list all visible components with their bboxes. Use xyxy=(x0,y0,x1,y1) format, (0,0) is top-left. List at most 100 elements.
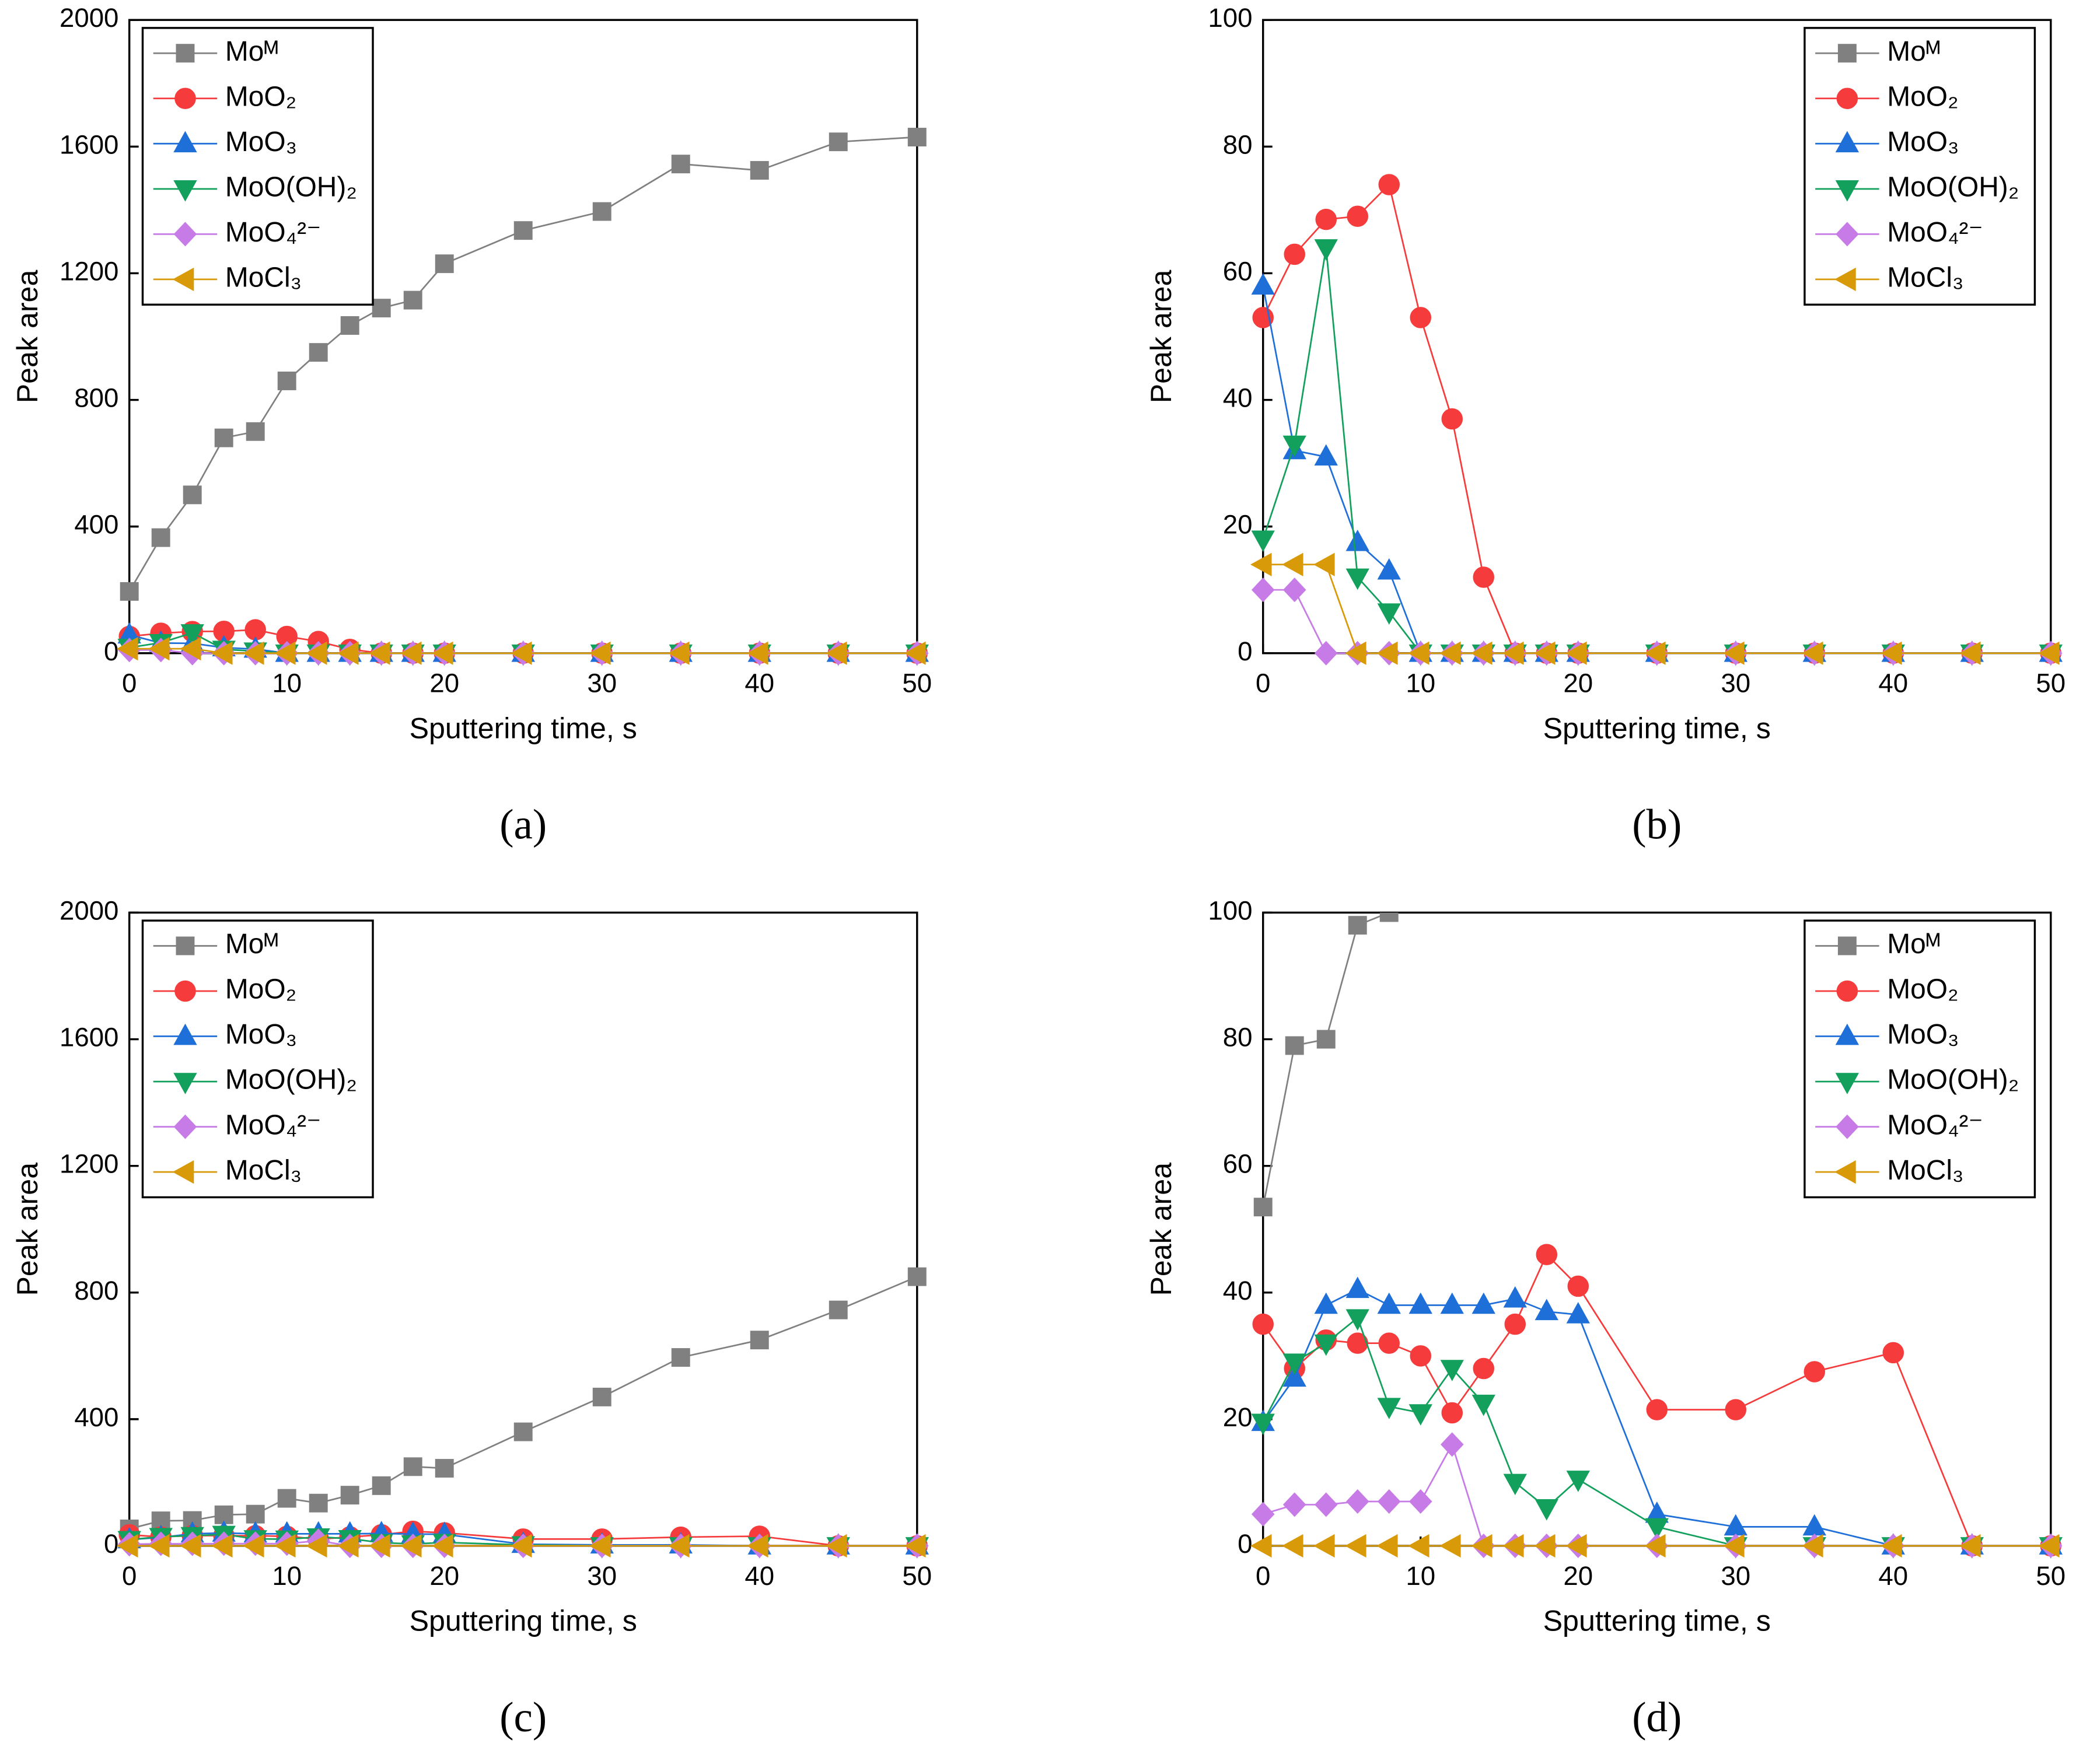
marker xyxy=(904,641,926,665)
marker xyxy=(1377,603,1401,625)
plot-area xyxy=(1250,174,2063,666)
marker xyxy=(1345,530,1369,551)
marker xyxy=(671,1348,690,1367)
x-tick-label: 40 xyxy=(745,1561,774,1591)
marker xyxy=(747,641,768,665)
x-tick-label: 20 xyxy=(1563,1561,1593,1591)
marker xyxy=(1282,435,1306,457)
y-tick-label: 20 xyxy=(1223,510,1253,540)
marker xyxy=(1536,1244,1557,1265)
y-tick-label: 0 xyxy=(1238,636,1252,666)
marker xyxy=(1440,1292,1464,1314)
panel-label: (c) xyxy=(499,1693,547,1741)
x-tick-label: 50 xyxy=(902,1561,932,1591)
y-tick-label: 100 xyxy=(1208,895,1252,925)
marker xyxy=(1835,1023,1860,1045)
marker xyxy=(907,128,927,146)
legend-label: MoO₃ xyxy=(1887,1019,1959,1050)
marker xyxy=(1376,641,1398,665)
x-tick-label: 10 xyxy=(1406,668,1435,698)
marker xyxy=(1313,1534,1335,1558)
legend-label: MoCl₃ xyxy=(1887,1155,1963,1186)
y-tick-label: 0 xyxy=(104,636,118,666)
marker xyxy=(179,1534,201,1558)
marker xyxy=(1376,1534,1398,1558)
marker xyxy=(309,1493,328,1513)
marker xyxy=(2038,1534,2060,1558)
marker xyxy=(431,641,453,665)
legend-label: MoO₄²⁻ xyxy=(1887,217,1983,248)
y-tick-label: 1200 xyxy=(60,1149,118,1179)
marker xyxy=(1440,1432,1464,1457)
legend-label: MoO₂ xyxy=(1887,81,1958,112)
marker xyxy=(1959,641,1981,665)
legend-label: MoO(OH)₂ xyxy=(225,1065,357,1096)
x-tick-label: 30 xyxy=(587,668,617,698)
marker xyxy=(1285,1036,1304,1055)
marker xyxy=(1316,1030,1336,1049)
marker xyxy=(305,1534,327,1558)
marker xyxy=(1565,641,1587,665)
marker xyxy=(1881,1534,1902,1558)
marker xyxy=(180,624,204,646)
x-tick-label: 10 xyxy=(272,668,302,698)
legend-box xyxy=(1804,27,2036,306)
x-tick-label: 0 xyxy=(122,668,137,698)
marker xyxy=(667,1534,690,1558)
marker xyxy=(400,1534,422,1558)
marker xyxy=(1502,1534,1524,1558)
marker xyxy=(1959,1534,1981,1558)
marker xyxy=(242,1534,264,1558)
marker xyxy=(1251,1413,1275,1436)
marker xyxy=(1834,267,1856,292)
y-tick-label: 60 xyxy=(1223,256,1253,286)
marker xyxy=(1282,578,1306,603)
marker xyxy=(337,1534,359,1558)
marker xyxy=(173,1023,197,1045)
marker xyxy=(671,155,690,174)
marker xyxy=(1836,88,1858,110)
marker xyxy=(173,1073,197,1094)
legend-label: MoO₃ xyxy=(225,1019,297,1050)
marker xyxy=(1836,980,1858,1002)
y-tick-label: 0 xyxy=(1238,1529,1252,1559)
marker xyxy=(1439,1534,1461,1558)
marker xyxy=(1802,1514,1826,1536)
marker xyxy=(1409,1404,1432,1426)
marker xyxy=(372,1476,391,1495)
marker xyxy=(1377,1398,1401,1419)
marker xyxy=(513,1422,533,1441)
marker xyxy=(1284,243,1305,265)
marker xyxy=(1535,1298,1558,1321)
marker xyxy=(1345,1309,1369,1331)
legend-label: MoO(OH)₂ xyxy=(225,172,357,202)
marker xyxy=(403,290,422,310)
marker xyxy=(1344,1534,1366,1558)
marker xyxy=(1835,131,1860,153)
marker xyxy=(829,132,848,152)
marker xyxy=(277,1489,296,1508)
y-tick-label: 100 xyxy=(1208,3,1252,33)
marker xyxy=(826,641,847,665)
marker xyxy=(148,636,170,661)
marker xyxy=(1410,1345,1431,1367)
y-tick-label: 1600 xyxy=(60,130,118,159)
x-tick-label: 40 xyxy=(745,668,774,698)
marker xyxy=(435,1459,454,1478)
marker xyxy=(1646,1399,1668,1420)
marker xyxy=(148,1534,170,1558)
legend-label: MoCl₃ xyxy=(1887,262,1963,293)
marker xyxy=(1882,1342,1904,1364)
legend-label: MoO₃ xyxy=(225,127,297,158)
marker xyxy=(116,636,138,661)
marker xyxy=(1282,1365,1306,1387)
marker xyxy=(1567,1275,1589,1297)
x-tick-label: 20 xyxy=(429,1561,459,1591)
marker xyxy=(1472,1394,1495,1416)
x-axis-label: Sputtering time, s xyxy=(1543,712,1771,744)
marker xyxy=(1345,568,1369,590)
y-tick-label: 80 xyxy=(1223,130,1253,159)
legend-label: Moᴹ xyxy=(1887,929,1940,960)
marker xyxy=(1378,174,1400,195)
x-tick-label: 40 xyxy=(1878,668,1908,698)
